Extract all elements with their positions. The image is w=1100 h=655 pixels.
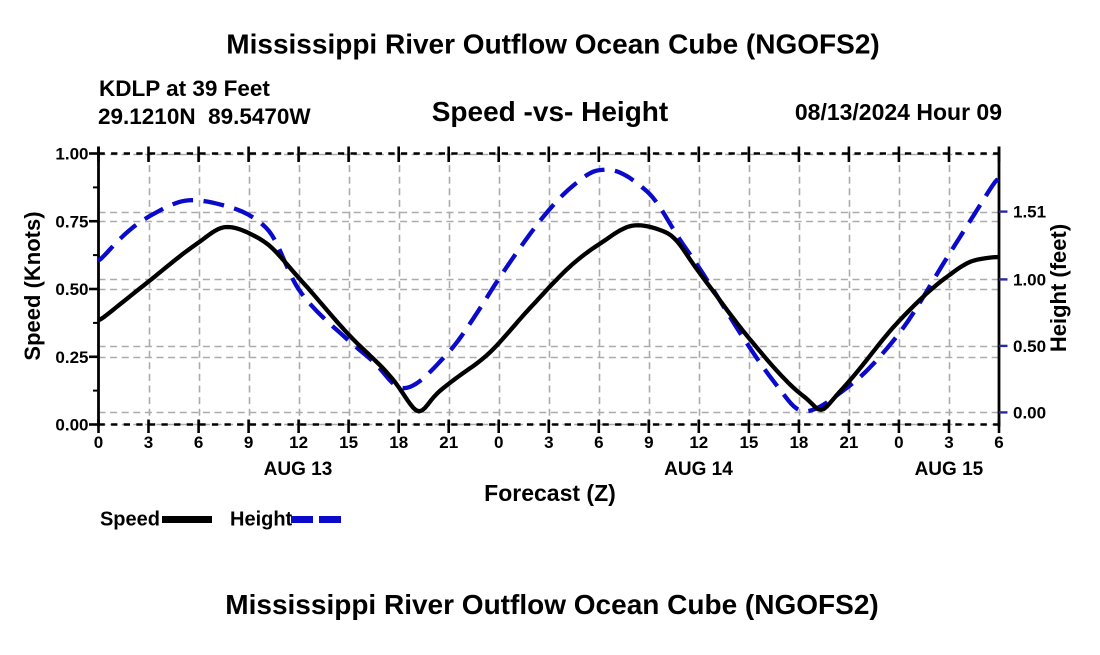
svg-text:08/13/2024 Hour 09: 08/13/2024 Hour 09 (795, 99, 1002, 125)
svg-text:KDLP at 39 Feet: KDLP at 39 Feet (99, 76, 270, 101)
svg-text:15: 15 (339, 433, 358, 452)
svg-text:1.51: 1.51 (1013, 203, 1046, 222)
svg-text:3: 3 (544, 433, 553, 452)
svg-text:6: 6 (594, 433, 603, 452)
svg-text:0.00: 0.00 (55, 416, 88, 435)
svg-text:Forecast (Z): Forecast (Z) (484, 480, 616, 506)
svg-text:12: 12 (689, 433, 708, 452)
svg-text:9: 9 (644, 433, 653, 452)
svg-text:0.50: 0.50 (55, 280, 88, 299)
svg-text:0.50: 0.50 (1013, 337, 1046, 356)
svg-text:12: 12 (289, 433, 308, 452)
svg-text:1.00: 1.00 (1013, 270, 1046, 289)
svg-text:3: 3 (144, 433, 153, 452)
svg-text:0: 0 (494, 433, 503, 452)
svg-text:6: 6 (194, 433, 203, 452)
svg-text:21: 21 (839, 433, 858, 452)
svg-text:6: 6 (994, 433, 1003, 452)
svg-text:0: 0 (94, 433, 103, 452)
svg-text:Speed (Knots): Speed (Knots) (20, 211, 45, 360)
svg-text:Speed: Speed (100, 509, 160, 531)
svg-text:AUG 14: AUG 14 (664, 459, 733, 480)
svg-text:Speed -vs- Height: Speed -vs- Height (432, 96, 668, 127)
svg-text:Mississippi River Outflow Ocea: Mississippi River Outflow Ocean Cube (NG… (226, 29, 879, 60)
svg-text:21: 21 (439, 433, 458, 452)
svg-text:0.25: 0.25 (55, 348, 88, 367)
svg-text:Height: Height (230, 509, 293, 531)
svg-text:29.1210N 89.5470W: 29.1210N 89.5470W (98, 104, 311, 129)
svg-text:0.00: 0.00 (1013, 403, 1046, 422)
svg-text:AUG 15: AUG 15 (915, 459, 984, 480)
svg-text:AUG 13: AUG 13 (264, 459, 333, 480)
svg-text:Mississippi River Outflow Ocea: Mississippi River Outflow Ocean Cube (NG… (225, 589, 878, 620)
svg-text:18: 18 (389, 433, 408, 452)
svg-text:0: 0 (894, 433, 903, 452)
svg-text:0.75: 0.75 (55, 212, 88, 231)
svg-text:3: 3 (944, 433, 953, 452)
svg-text:1.00: 1.00 (55, 145, 88, 164)
svg-text:9: 9 (244, 433, 253, 452)
svg-text:15: 15 (739, 433, 758, 452)
svg-text:Height (feet): Height (feet) (1046, 224, 1071, 352)
svg-text:18: 18 (789, 433, 808, 452)
